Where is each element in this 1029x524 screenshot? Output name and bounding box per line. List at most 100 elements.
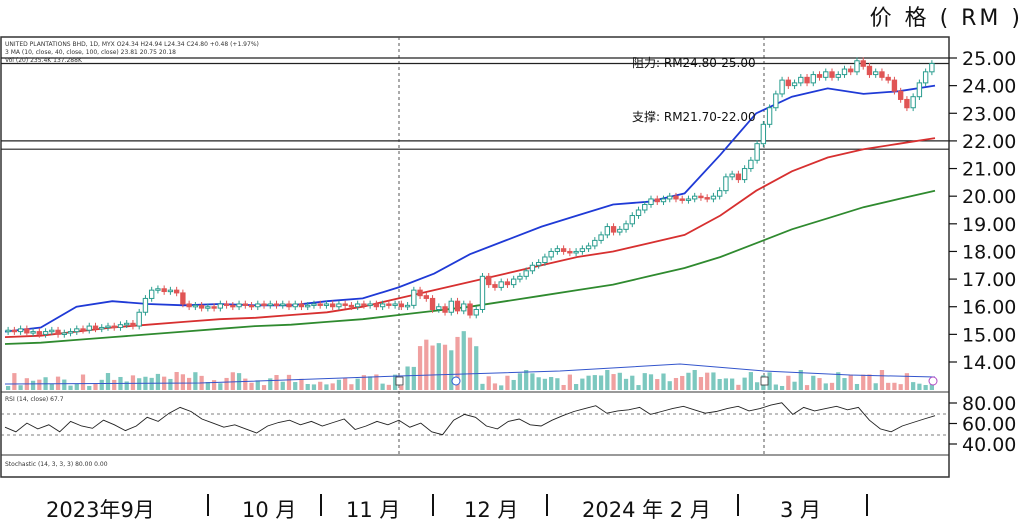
candle-body	[604, 226, 610, 236]
candle-body	[922, 71, 929, 84]
price-tick-label: 22.00	[962, 131, 1016, 153]
candle-body	[486, 275, 492, 286]
volume-bar	[205, 382, 210, 390]
volume-bar	[879, 370, 885, 390]
volume-bar	[836, 372, 841, 390]
candle-body	[635, 209, 642, 217]
candle-body	[186, 303, 192, 308]
volume-bar	[224, 377, 229, 390]
candle-body	[698, 195, 704, 199]
price-tick-label: 23.00	[962, 103, 1016, 125]
candle-body	[617, 228, 623, 233]
x-label-nov: 11 月	[346, 498, 401, 522]
volume-bar	[886, 382, 891, 390]
volume-bar	[767, 372, 772, 390]
candle-body	[11, 329, 18, 333]
volume-bar	[174, 372, 179, 390]
volume-bar	[673, 377, 679, 390]
candle-body	[17, 328, 24, 333]
volume-bar	[137, 378, 142, 390]
volume-bar	[486, 376, 491, 390]
candle-body	[442, 306, 448, 313]
volume-bar	[667, 381, 672, 390]
candle-body	[735, 173, 742, 181]
candle-body	[754, 143, 760, 161]
price-tick-label: 21.00	[962, 159, 1016, 181]
volume-bar	[817, 378, 822, 390]
volume-bar	[580, 378, 585, 390]
volume-bar	[630, 375, 635, 390]
candle-body	[180, 292, 186, 305]
candle-body	[223, 303, 230, 306]
price-tick-label: 16.00	[962, 297, 1016, 319]
volume-bar	[130, 375, 136, 390]
volume-bar	[80, 374, 86, 390]
volume-bar	[754, 382, 760, 390]
candle-body	[311, 303, 317, 306]
volume-bar	[773, 384, 778, 390]
candle-body	[885, 76, 891, 81]
candle-body	[685, 198, 692, 201]
x-separator	[546, 494, 548, 516]
candle-body	[642, 203, 648, 211]
candle-body	[660, 198, 667, 203]
x-label-mar: 3 月	[780, 498, 822, 522]
candle-body	[891, 79, 898, 92]
candle-body	[36, 331, 43, 335]
candle-body	[323, 303, 330, 306]
volume-bar	[592, 375, 597, 390]
candle-body	[704, 197, 710, 200]
volume-bar	[124, 381, 129, 390]
volume-bar	[62, 379, 67, 390]
candle-body	[835, 74, 841, 78]
candle-body	[49, 329, 55, 333]
candle-body	[255, 303, 261, 308]
candle-body	[205, 306, 211, 309]
volume-bar	[811, 375, 816, 390]
price-tick-label: 15.00	[962, 324, 1016, 346]
volume-bar	[829, 382, 835, 390]
volume-bar	[74, 383, 79, 390]
rsi-tick-label: 60.00	[962, 414, 1016, 436]
support-resistance-bands	[1, 57, 949, 150]
candle-body	[130, 322, 136, 327]
ma-line	[4, 137, 936, 338]
candle-body	[554, 248, 561, 252]
candle-body	[99, 326, 105, 330]
candle-body	[535, 262, 542, 266]
rsi-panel	[1, 402, 949, 436]
candle-body	[860, 60, 866, 67]
candle-body	[716, 190, 723, 197]
candle-body	[379, 303, 386, 308]
candle-body	[798, 76, 804, 84]
volume-bar	[180, 374, 186, 390]
volume-bar	[705, 372, 710, 390]
price-tick-label: 19.00	[962, 214, 1016, 236]
volume-bar	[280, 381, 285, 390]
volume-bar	[723, 378, 729, 390]
volume-bar	[211, 380, 217, 390]
volume-bar	[555, 378, 560, 390]
x-label-dec: 12 月	[464, 498, 519, 522]
volume-bar	[492, 383, 498, 390]
candle-body	[479, 275, 486, 310]
candle-body	[86, 325, 92, 331]
candle-body	[248, 304, 255, 308]
candle-body	[873, 71, 879, 76]
event-marker-4	[928, 376, 938, 386]
volume-bar	[786, 375, 791, 390]
rsi-tick-label: 40.00	[962, 434, 1016, 456]
candle-body	[785, 79, 792, 87]
candle-body	[192, 304, 199, 308]
candle-body	[173, 289, 180, 294]
volume-bar	[149, 377, 154, 390]
volume-bar	[505, 375, 510, 390]
volume-bar	[474, 346, 479, 390]
volume-bar	[249, 382, 254, 390]
x-label-2023-sep: 2023年9月	[46, 498, 155, 522]
volume-bar	[6, 386, 11, 390]
price-tick-label: 25.00	[962, 48, 1016, 70]
candle-body	[766, 107, 773, 125]
candle-body	[217, 303, 224, 309]
volume-bar	[405, 366, 410, 390]
